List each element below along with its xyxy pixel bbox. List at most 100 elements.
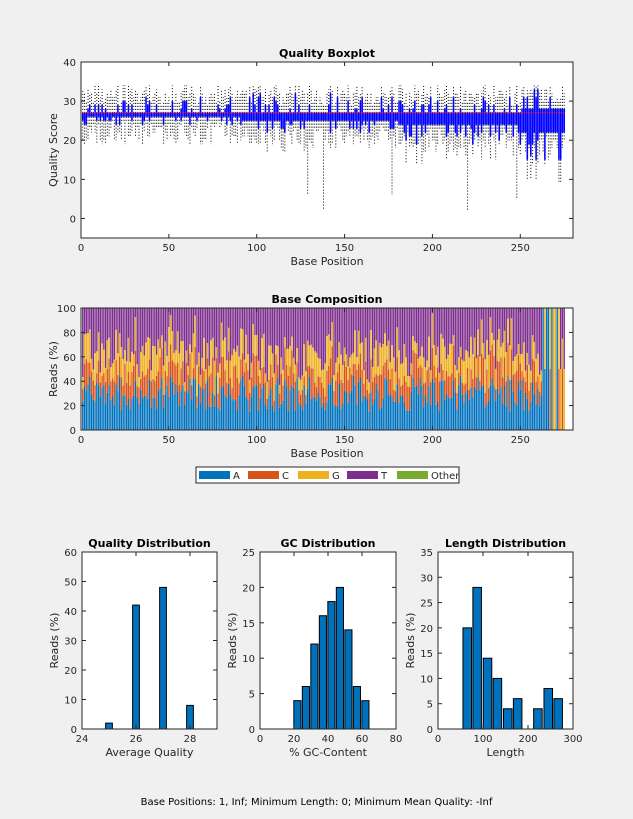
bar-segment-g (500, 346, 502, 358)
median-mark (470, 112, 472, 114)
median-mark (99, 112, 101, 114)
bar-segment-a (131, 398, 133, 430)
bar-segment-g (124, 350, 126, 365)
bar-segment-t (472, 308, 474, 355)
bar-segment-a (435, 404, 437, 430)
box (494, 112, 497, 133)
median-mark (312, 112, 314, 114)
bar-segment-c (298, 390, 300, 404)
bar-segment-g (440, 333, 442, 364)
bar-segment-a (426, 402, 428, 430)
bar-segment-c (447, 376, 449, 398)
legend-label-c: C (282, 471, 289, 482)
median-mark (395, 112, 397, 114)
bar-segment-c (412, 350, 414, 378)
median-mark (475, 112, 477, 114)
box (447, 112, 450, 133)
bar-segment-c (206, 358, 209, 380)
bar (533, 708, 543, 730)
bar-segment-g (282, 369, 284, 386)
bar-segment-c (127, 371, 130, 399)
bar-segment-c (319, 377, 321, 398)
bar-segment-t (451, 308, 453, 344)
bar-segment-t (357, 308, 360, 331)
plot-area (82, 552, 217, 729)
bar-segment-t (516, 308, 518, 355)
bar-segment-t (233, 308, 235, 349)
bar-segment-a (526, 398, 529, 430)
median-mark (403, 112, 405, 114)
median-mark (366, 112, 368, 114)
box (493, 105, 495, 125)
box (296, 112, 298, 121)
median-mark (189, 112, 191, 114)
median-mark (467, 112, 469, 114)
bar-segment-g (531, 335, 534, 359)
bar-segment-c (257, 375, 260, 411)
median-mark (324, 112, 326, 114)
box (125, 112, 128, 117)
bar-segment-t (231, 308, 233, 356)
median-mark (435, 112, 437, 114)
bar-segment-c (108, 358, 110, 386)
box (354, 108, 356, 121)
bar-segment-g (494, 368, 497, 390)
bar-segment-a (454, 392, 456, 430)
bar-segment-a (542, 308, 544, 430)
median-mark (409, 112, 411, 114)
bar-segment-a (96, 382, 98, 430)
bar-segment-c (521, 371, 523, 380)
bar (318, 615, 327, 730)
bar-segment-c (500, 357, 502, 388)
bar-segment-g (394, 371, 397, 392)
bar-segment-c (277, 364, 279, 378)
bar-segment-a (507, 375, 509, 430)
bar-segment-t (236, 308, 239, 346)
bar-segment-a (245, 396, 247, 430)
bar-segment-a (257, 410, 260, 430)
bar-segment-c (414, 352, 416, 387)
median-mark (326, 112, 328, 114)
median-mark (484, 112, 486, 114)
bar-segment-a (113, 404, 116, 430)
bar-segment-t (157, 308, 160, 340)
bar-segment-g (357, 330, 360, 365)
bar-segment-c (183, 391, 186, 405)
bar-segment-c (111, 378, 114, 397)
bar-segment-a (405, 410, 407, 430)
bar-segment-t (440, 308, 442, 334)
bar-segment-a (206, 379, 209, 430)
bar-segment-t (122, 308, 124, 360)
bar-segment-c (463, 384, 465, 403)
median-mark (433, 112, 435, 114)
bar-segment-g (526, 352, 529, 365)
median-mark (152, 112, 154, 114)
bar-segment-c (440, 363, 442, 381)
bar-segment-a (347, 402, 349, 430)
bar-segment-t (268, 308, 270, 346)
median-mark (493, 112, 495, 114)
median-mark (280, 112, 282, 114)
box (512, 112, 515, 137)
bar-segment-g (512, 360, 514, 375)
bar-segment-t (329, 308, 332, 341)
box (189, 112, 191, 125)
bar-segment-g (271, 353, 274, 377)
bar-segment-g (101, 343, 103, 376)
bar-segment-c (477, 354, 479, 378)
y-tick-label: 0 (71, 725, 77, 736)
bar-segment-c (417, 368, 420, 395)
bar-segment-t (205, 308, 207, 370)
bar-segment-g (445, 358, 448, 371)
bar-segment-c (403, 376, 406, 403)
bar-segment-c (322, 388, 325, 403)
box (183, 101, 186, 117)
bar-segment-a (452, 380, 455, 430)
box (501, 112, 504, 125)
bar-segment-a (220, 387, 223, 430)
box (139, 112, 142, 117)
box (366, 112, 369, 121)
bar-segment-c (445, 370, 448, 394)
box (508, 97, 511, 125)
box (146, 105, 149, 117)
